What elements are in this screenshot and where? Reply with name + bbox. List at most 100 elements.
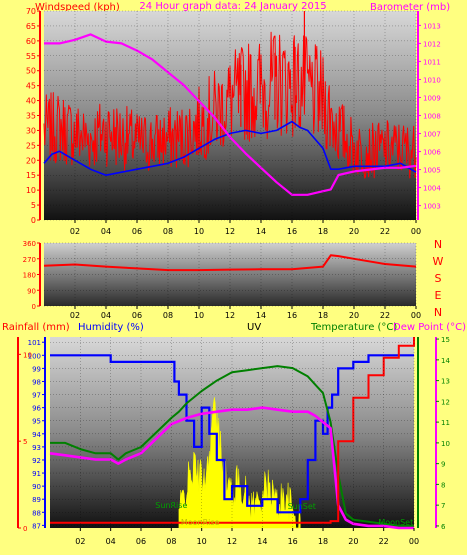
compass-label: S (435, 272, 442, 285)
temperature-axis-title: Temperature (°C) (310, 322, 397, 333)
event-label: SunSet (288, 502, 316, 511)
windspeed-tick-label: 45 (26, 82, 36, 91)
humidity-tick-label: 87 (32, 522, 41, 530)
compass-label: N (434, 238, 442, 251)
x-tick-label: 18 (318, 537, 328, 546)
humidity-axis-title: Humidity (%) (78, 322, 144, 333)
temperature-tick-label: 11 (441, 419, 450, 427)
wind-direction-series (43, 254, 417, 272)
event-label: MoonRise (181, 518, 220, 527)
x-tick-label: 10 (194, 311, 204, 320)
windspeed-tick-label: 5 (31, 201, 36, 210)
x-tick-label: 10 (194, 227, 204, 236)
temperature-tick-label: 9 (441, 461, 445, 469)
humidity-tick-label: 95 (32, 418, 41, 426)
x-tick-label: 16 (287, 311, 297, 320)
humidity-tick-label: 101 (28, 339, 41, 347)
x-tick-label: 04 (106, 537, 116, 546)
temperature-tick-label: 6 (441, 523, 446, 531)
x-tick-label: 00 (411, 227, 421, 236)
x-tick-label: 14 (256, 227, 266, 236)
direction-tick-label: 0 (32, 303, 36, 311)
windspeed-tick-label: 20 (26, 156, 36, 165)
x-tick-label: 00 (409, 537, 419, 546)
x-tick-label: 14 (256, 311, 266, 320)
humidity-tick-label: 91 (32, 470, 41, 478)
windspeed-tick-label: 40 (26, 97, 36, 106)
humidity-tick-label: 100 (28, 352, 41, 360)
rain-tick-label: 0 (23, 525, 27, 533)
x-tick-label: 08 (163, 227, 173, 236)
rainfall-axis-title: Rainfall (mm) (2, 322, 70, 333)
barometer-tick-label: 1013 (423, 22, 441, 30)
uv-series (178, 397, 301, 529)
humidity-tick-label: 89 (32, 496, 41, 504)
windspeed-tick-label: 35 (26, 112, 36, 121)
x-tick-label: 06 (132, 227, 142, 236)
humidity-series (50, 354, 414, 514)
humidity-tick-label: 97 (32, 392, 41, 400)
temperature-tick-label: 12 (441, 398, 450, 406)
x-tick-label: 20 (348, 537, 358, 546)
barometer-series (44, 33, 417, 196)
x-tick-label: 02 (70, 227, 80, 236)
windspeed-axis-title: Windspeed (kph) (35, 2, 120, 13)
barometer-axis-title: Barometer (mb) (370, 2, 450, 13)
humidity-tick-label: 94 (32, 431, 41, 439)
direction-tick-label: 180 (23, 272, 36, 280)
wind-average-series (43, 120, 417, 176)
barometer-tick-label: 1005 (423, 167, 441, 175)
x-tick-label: 04 (101, 311, 111, 320)
temperature-tick-label: 8 (441, 481, 445, 489)
humidity-tick-label: 99 (32, 365, 41, 373)
barometer-tick-label: 1004 (423, 185, 441, 193)
direction-tick-label: 90 (27, 287, 36, 295)
direction-tick-label: 270 (23, 256, 36, 264)
barometer-tick-label: 1012 (423, 40, 441, 48)
rain-tick-label: 10 (23, 351, 32, 359)
windspeed-tick-label: 0 (31, 216, 36, 225)
windspeed-tick-label: 55 (26, 52, 36, 61)
x-tick-label: 20 (349, 227, 359, 236)
humidity-tick-label: 90 (32, 483, 41, 491)
windspeed-tick-label: 70 (26, 7, 36, 16)
barometer-tick-label: 1009 (423, 94, 441, 102)
x-tick-label: 16 (288, 537, 298, 546)
temperature-tick-label: 7 (441, 502, 445, 510)
x-tick-label: 02 (70, 311, 80, 320)
windspeed-tick-label: 15 (26, 171, 36, 180)
humidity-tick-label: 88 (32, 509, 41, 517)
windspeed-tick-label: 10 (26, 186, 36, 195)
temperature-tick-label: 13 (441, 378, 450, 386)
compass-label: W (433, 255, 444, 268)
x-tick-label: 18 (318, 311, 328, 320)
x-tick-label: 22 (379, 537, 389, 546)
x-tick-label: 08 (163, 311, 173, 320)
x-tick-label: 14 (257, 537, 267, 546)
temperature-tick-label: 14 (441, 357, 450, 365)
x-tick-label: 06 (136, 537, 146, 546)
humidity-tick-label: 93 (32, 444, 41, 452)
temperature-tick-label: 15 (441, 336, 450, 344)
windspeed-tick-label: 25 (26, 141, 36, 150)
temperature-series (50, 365, 414, 527)
barometer-tick-label: 1003 (423, 203, 441, 211)
x-tick-label: 12 (225, 227, 235, 236)
compass-label: E (435, 289, 442, 302)
x-tick-label: 18 (318, 227, 328, 236)
x-tick-label: 16 (287, 227, 297, 236)
windspeed-tick-label: 60 (26, 37, 36, 46)
windspeed-tick-label: 30 (26, 126, 36, 135)
barometer-tick-label: 1010 (423, 76, 441, 84)
x-tick-label: 04 (101, 227, 111, 236)
x-tick-label: 22 (380, 227, 390, 236)
humidity-tick-label: 92 (32, 457, 41, 465)
dewpoint-series (49, 406, 414, 530)
windspeed-tick-label: 65 (26, 22, 36, 31)
windspeed-tick-label: 50 (26, 67, 36, 76)
compass-label: N (434, 306, 442, 319)
x-tick-label: 12 (227, 537, 237, 546)
